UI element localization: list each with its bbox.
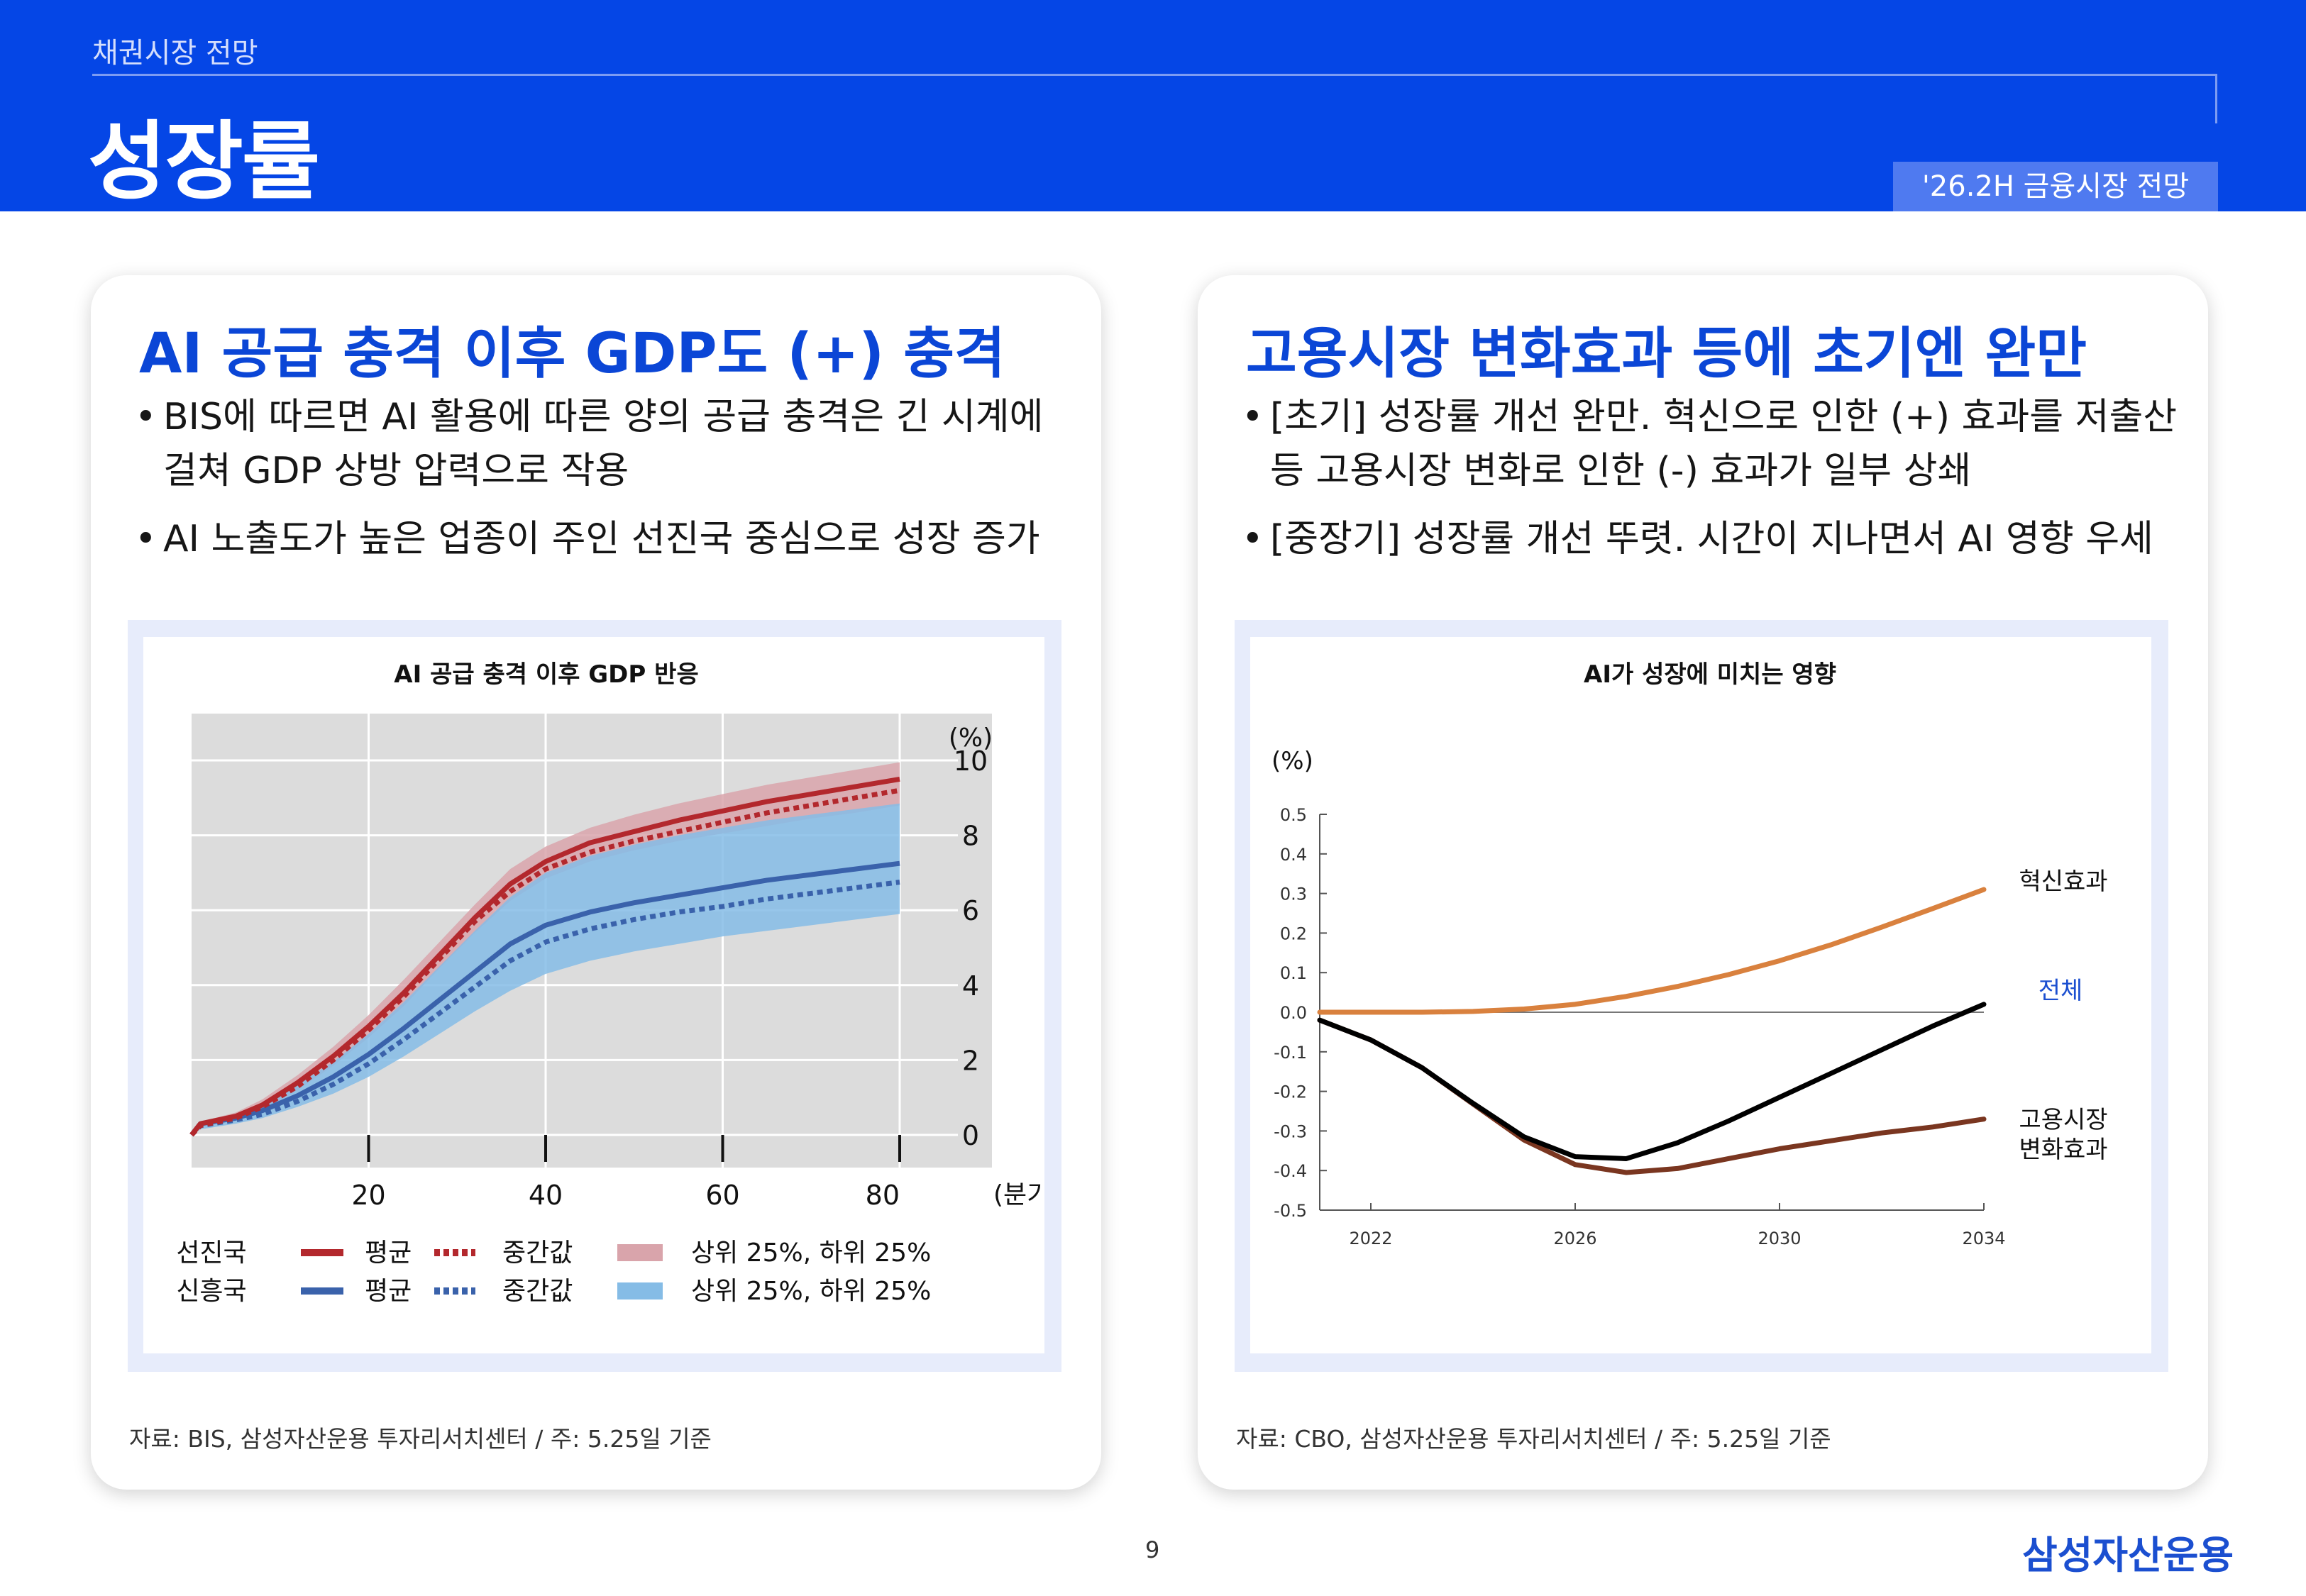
chart1-line-emerging-mean xyxy=(189,860,900,1137)
right-source-note: 자료: CBO, 삼성자산운용 투자리서치센터 / 주: 5.25일 기준 xyxy=(1236,1425,1831,1453)
chart1-legend-group-label: 신흥국 xyxy=(176,1277,246,1306)
chart1-line-emerging-median xyxy=(189,880,900,1137)
chart2-y-tick-label: 0.3 xyxy=(1280,885,1307,904)
chart1-band-advanced xyxy=(192,762,900,1135)
chart2-x-tick-label: 2026 xyxy=(1553,1229,1596,1248)
left-bullet-1: BIS에 따르면 AI 활용에 따른 양의 공급 충격은 긴 시계에 걸쳐 GD… xyxy=(135,390,1078,498)
left-chart-frame: AI 공급 충격 이후 GDP 반응 20 40 60 80 0 2 4 6 8 10 (%) (… xyxy=(128,620,1061,1372)
chart1-y-tick-label: 6 xyxy=(962,895,979,926)
right-bullet-2: [중장기] 성장률 개선 뚜렷. 시간이 지나면서 AI 영향 우세 xyxy=(1242,512,2185,566)
chart1-legend-label-median: 중간값 xyxy=(502,1277,573,1306)
chart1-legend-label-band: 상위 25%, 하위 25% xyxy=(691,1277,931,1306)
right-chart-frame: AI가 성장에 미치는 영향 (%) -0.5 -0.4 -0.3 -0.2 -0.1 0… xyxy=(1235,620,2168,1372)
chart1-line-advanced-mean xyxy=(189,776,900,1137)
company-logo: 삼성자산운용 xyxy=(2022,1533,2234,1578)
chart1-y-tick-label: 2 xyxy=(962,1045,979,1076)
chart1-legend-swatch-band xyxy=(617,1282,663,1299)
ai-growth-effect-chart: AI가 성장에 미치는 영향 (%) -0.5 -0.4 -0.3 -0.2 -0.1 0… xyxy=(1271,660,2108,1248)
chart1-legend-label-band: 상위 25%, 하위 25% xyxy=(691,1238,931,1268)
chart2-x-tick-label: 2022 xyxy=(1349,1229,1392,1248)
chart2-y-tick-label: 0.0 xyxy=(1280,1003,1307,1023)
left-panel-title: AI 공급 충격 이후 GDP도 (+) 충격 xyxy=(139,322,1005,386)
chart2-y-tick-label: -0.5 xyxy=(1274,1201,1307,1221)
chart1-y-tick-label: 8 xyxy=(962,821,979,852)
right-panel-title: 고용시장 변화효과 등에 초기엔 완만 xyxy=(1246,322,2087,386)
chart1-title: AI 공급 충격 이후 GDP 반응 xyxy=(394,660,698,689)
chart2-y-tick-label: 0.5 xyxy=(1280,805,1307,825)
gdp-response-chart: AI 공급 충격 이후 GDP 반응 20 40 60 80 0 2 4 6 8 10 (%) (… xyxy=(176,660,1060,1306)
chart1-x-tick-label: 20 xyxy=(351,1180,385,1211)
chart1-legend-label-mean: 평균 xyxy=(365,1277,412,1306)
chart2-y-tick-label: -0.2 xyxy=(1274,1082,1307,1102)
header-divider-end xyxy=(2215,74,2217,123)
chart1-y-unit: (%) xyxy=(949,724,993,753)
chart2-y-tick-label: 0.4 xyxy=(1280,845,1307,865)
chart2-y-tick-label: -0.3 xyxy=(1274,1121,1307,1141)
chart1-x-tick-label: 80 xyxy=(866,1180,900,1211)
chart1-legend-group-label: 선진국 xyxy=(176,1238,246,1268)
section-label: 채권시장 전망 xyxy=(92,37,258,70)
chart1-x-tick-label: 40 xyxy=(529,1180,563,1211)
chart1-legend-label-mean: 평균 xyxy=(365,1238,412,1268)
right-bullet-list: [초기] 성장률 개선 완만. 혁신으로 인한 (+) 효과를 저출산 등 고용… xyxy=(1242,390,2185,580)
chart1-y-tick-label: 4 xyxy=(962,970,979,1002)
chart1-legend-label-median: 중간값 xyxy=(502,1238,573,1268)
right-chart-area: AI가 성장에 미치는 영향 (%) -0.5 -0.4 -0.3 -0.2 -0.1 0… xyxy=(1250,637,2151,1353)
header-bar: 채권시장 전망 성장률 '26.2H 금융시장 전망 xyxy=(0,0,2306,211)
chart2-title: AI가 성장에 미치는 영향 xyxy=(1584,660,1836,689)
chart2-label-labor-line1: 고용시장 xyxy=(2019,1106,2107,1134)
chart1-y-tick-label: 10 xyxy=(954,746,988,777)
chart2-y-tick-label: -0.4 xyxy=(1274,1161,1307,1181)
chart2-y-unit: (%) xyxy=(1271,747,1313,775)
chart2-x-tick-label: 2030 xyxy=(1758,1229,1801,1248)
report-tag: '26.2H 금융시장 전망 xyxy=(1893,162,2218,211)
chart2-label-innovation: 혁신효과 xyxy=(2019,868,2107,896)
chart2-x-tick-label: 2034 xyxy=(1962,1229,2005,1248)
chart1-line-advanced-median xyxy=(189,787,900,1137)
chart2-y-tick-label: 0.1 xyxy=(1280,963,1307,983)
chart2-y-tick-label: 0.2 xyxy=(1280,924,1307,943)
page-number: 9 xyxy=(1145,1536,1160,1563)
right-bullet-1: [초기] 성장률 개선 완만. 혁신으로 인한 (+) 효과를 저출산 등 고용… xyxy=(1242,390,2185,498)
chart2-label-total: 전체 xyxy=(2039,977,2083,1005)
chart2-y-tick-label: -0.1 xyxy=(1274,1043,1307,1063)
chart1-y-tick-label: 0 xyxy=(962,1120,979,1151)
left-bullet-2: AI 노출도가 높은 업종이 주인 선진국 중심으로 성장 증가 xyxy=(135,512,1078,566)
left-panel: AI 공급 충격 이후 GDP도 (+) 충격 BIS에 따르면 AI 활용에 … xyxy=(91,275,1101,1490)
chart1-legend-swatch-band xyxy=(617,1244,663,1261)
chart1-x-unit: (분기) xyxy=(993,1180,1044,1209)
chart2-line-innovation xyxy=(1317,887,1987,1015)
left-source-note: 자료: BIS, 삼성자산운용 투자리서치센터 / 주: 5.25일 기준 xyxy=(129,1425,712,1453)
chart2-line-total xyxy=(1317,1002,1987,1161)
chart2-label-labor-line2: 변화효과 xyxy=(2019,1136,2107,1164)
chart1-x-tick-label: 60 xyxy=(705,1180,739,1211)
page-title: 성장률 xyxy=(88,113,320,211)
left-chart-area: AI 공급 충격 이후 GDP 반응 20 40 60 80 0 2 4 6 8 10 (%) (… xyxy=(143,637,1060,1353)
header-divider xyxy=(92,74,2217,76)
left-bullet-list: BIS에 따르면 AI 활용에 따른 양의 공급 충격은 긴 시계에 걸쳐 GD… xyxy=(135,390,1078,580)
right-panel: 고용시장 변화효과 등에 초기엔 완만 [초기] 성장률 개선 완만. 혁신으로… xyxy=(1198,275,2208,1490)
